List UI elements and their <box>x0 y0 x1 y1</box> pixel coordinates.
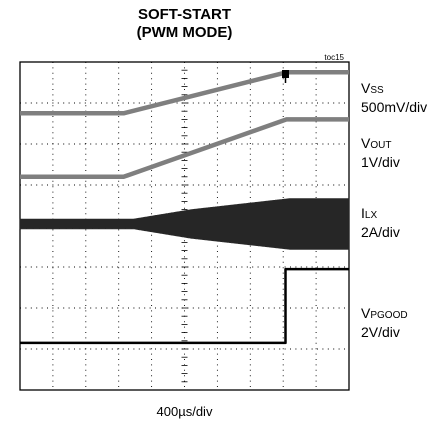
figure-tag: toc15 <box>324 53 344 62</box>
vout-name: VOUT <box>361 135 392 151</box>
trace-vss <box>20 70 349 116</box>
ilx-label: ILX 2A/div <box>361 205 400 240</box>
trace-vout <box>20 117 349 180</box>
traces <box>19 70 350 345</box>
ilx-scale: 2A/div <box>361 224 400 240</box>
trace-ilx <box>19 198 350 250</box>
vss-scale: 500mV/div <box>361 99 428 115</box>
chart-title-line1: SOFT-START <box>137 6 232 23</box>
vpgood-scale: 2V/div <box>361 324 400 340</box>
ilx-name: ILX <box>361 205 378 221</box>
trigger-marker-body <box>282 70 290 78</box>
vss-label: VSS 500mV/div <box>361 80 427 115</box>
trigger-marker <box>282 70 290 83</box>
vpgood-name: VPGOOD <box>361 305 408 321</box>
vout-scale: 1V/div <box>361 154 400 170</box>
trace-vpgood <box>20 267 349 345</box>
vpgood-label: VPGOOD 2V/div <box>361 305 408 340</box>
vout-label: VOUT 1V/div <box>361 135 400 170</box>
chart-title-line2: (PWM MODE) <box>136 24 233 41</box>
vss-name: VSS <box>361 80 384 96</box>
time-scale-label: 400µs/div <box>156 404 213 419</box>
